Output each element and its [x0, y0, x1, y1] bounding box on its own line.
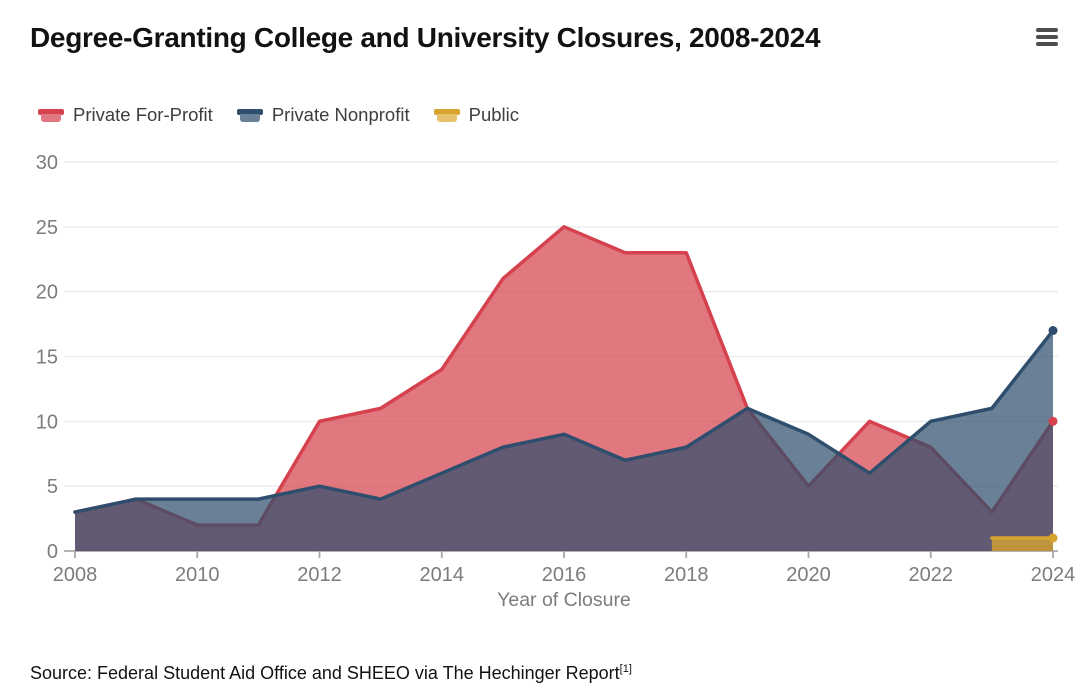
- end-dot-public: [1048, 533, 1058, 543]
- y-tick-label: 15: [36, 346, 58, 368]
- chart-legend: Private For-Profit Private Nonprofit Pub…: [38, 104, 519, 126]
- y-tick-label: 25: [36, 217, 58, 239]
- area-swatch-icon: [236, 108, 263, 122]
- x-tick-label: 2024: [1031, 564, 1076, 586]
- area-public: [991, 538, 1053, 551]
- x-axis-title: Year of Closure: [497, 589, 631, 611]
- x-tick-label: 2010: [175, 564, 220, 586]
- area-private-nonprofit: [75, 330, 1053, 551]
- y-tick-label: 30: [36, 152, 58, 174]
- legend-item-private-nonprofit[interactable]: Private Nonprofit: [236, 104, 410, 126]
- closures-area-chart: 0 5 10 15 20 25 30 2008 2010 2012 2014 2016 2018 2020…: [36, 152, 1076, 611]
- legend-item-private-for-profit[interactable]: Private For-Profit: [38, 104, 213, 126]
- x-tick-label: 2022: [909, 564, 954, 586]
- legend-label: Private For-Profit: [73, 104, 213, 125]
- legend-label: Private Nonprofit: [271, 104, 410, 125]
- x-tick-label: 2018: [664, 564, 709, 586]
- page-title: Degree-Granting College and University C…: [30, 22, 821, 53]
- y-tick-label: 10: [36, 411, 58, 433]
- y-tick-label: 5: [47, 476, 58, 498]
- area-private-for-profit: [75, 226, 1053, 551]
- line-private-nonprofit: [73, 328, 1055, 514]
- end-dot-private-nonprofit: [1048, 326, 1058, 336]
- x-tick-label: 2020: [786, 564, 831, 586]
- source-note: Source: Federal Student Aid Office and S…: [30, 663, 632, 683]
- x-tick-label: 2012: [297, 564, 342, 586]
- x-tick-label: 2014: [420, 564, 465, 586]
- area-swatch-icon: [38, 108, 64, 122]
- y-tick-label: 20: [36, 282, 58, 304]
- legend-item-public[interactable]: Public: [433, 104, 519, 126]
- end-dot-private-for-profit: [1048, 416, 1058, 426]
- hamburger-menu-icon[interactable]: [1036, 28, 1058, 46]
- legend-label: Public: [468, 104, 519, 125]
- area-swatch-icon: [433, 108, 460, 122]
- y-tick-label: 0: [47, 541, 58, 563]
- x-tick-label: 2016: [542, 564, 587, 586]
- footnote-ref: [1]: [619, 663, 632, 675]
- x-tick-label: 2008: [53, 564, 98, 586]
